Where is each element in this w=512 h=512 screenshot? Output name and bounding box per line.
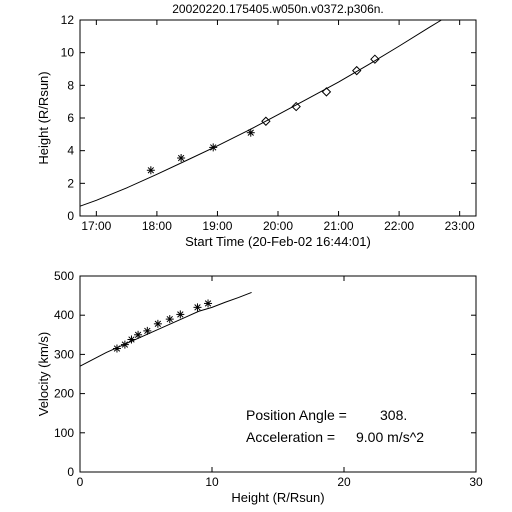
xtick-label: 0 [77, 475, 84, 489]
ytick-label: 12 [61, 13, 75, 27]
xtick-label: 17:00 [81, 219, 111, 233]
ytick-label: 200 [54, 387, 74, 401]
xtick-label: 18:00 [142, 219, 172, 233]
y-axis-label: Height (R/Rsun) [36, 71, 51, 164]
ytick-label: 10 [61, 46, 75, 60]
xtick-label: 22:00 [384, 219, 414, 233]
x-axis-label: Start Time (20-Feb-02 16:44:01) [185, 234, 371, 249]
ytick-label: 300 [54, 347, 74, 361]
dual-panel-chart: 20020220.175405.w050n.v0372.p306n. 17:00 1… [0, 0, 512, 512]
xtick-label: 19:00 [202, 219, 232, 233]
chart-title: 20020220.175405.w050n.v0372.p306n. [172, 2, 384, 16]
position-angle-value: 308. [380, 407, 407, 423]
ytick-label: 100 [54, 426, 74, 440]
acceleration-label: Acceleration = [246, 429, 335, 445]
y-axis-label: Velocity (km/s) [36, 332, 51, 417]
ytick-label: 500 [54, 269, 74, 283]
xtick-label: 20 [337, 475, 351, 489]
xtick-label: 30 [469, 475, 483, 489]
ytick-label: 8 [67, 78, 74, 92]
xtick-label: 21:00 [324, 219, 354, 233]
xtick-label: 23:00 [445, 219, 475, 233]
xtick-label: 20:00 [263, 219, 293, 233]
x-axis-label: Height (R/Rsun) [231, 490, 324, 505]
acceleration-value: 9.00 m/s^2 [356, 429, 424, 445]
ytick-label: 2 [67, 176, 74, 190]
ytick-label: 0 [67, 465, 74, 479]
xtick-label: 10 [205, 475, 219, 489]
ytick-label: 4 [67, 144, 74, 158]
ytick-label: 400 [54, 308, 74, 322]
ytick-label: 0 [67, 209, 74, 223]
position-angle-label: Position Angle = [246, 407, 347, 423]
ytick-label: 6 [67, 111, 74, 125]
chart-container: { "title": "20020220.175405.w050n.v0372.… [0, 0, 512, 512]
